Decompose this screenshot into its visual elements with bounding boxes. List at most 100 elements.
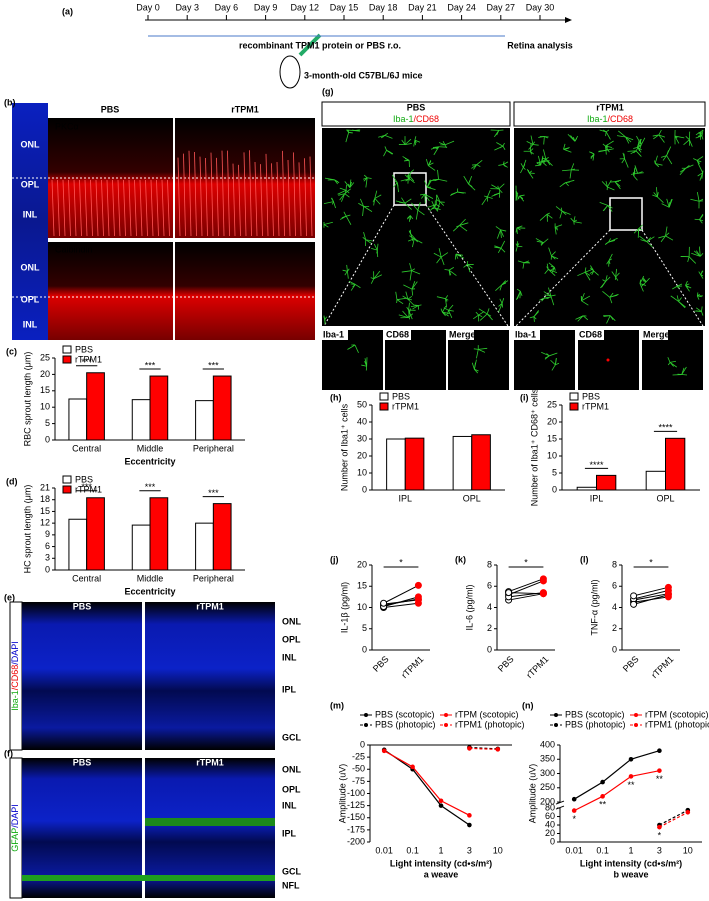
legend-marker <box>364 723 368 727</box>
texture <box>407 174 409 184</box>
texture <box>537 155 542 166</box>
texture <box>550 359 556 366</box>
y-tick-label: 0 <box>362 484 367 494</box>
texture <box>417 202 421 211</box>
pair-line <box>633 593 669 601</box>
texture <box>436 201 441 212</box>
x-axis-label: Eccentricity <box>124 586 175 596</box>
texture <box>691 252 701 257</box>
texture <box>605 145 610 153</box>
texture <box>293 152 296 237</box>
texture <box>633 228 640 234</box>
legend-label: PBS <box>392 391 410 401</box>
micrograph <box>22 602 142 750</box>
texture <box>608 238 611 243</box>
texture <box>609 315 616 321</box>
texture <box>657 196 664 203</box>
texture <box>654 155 658 164</box>
mouse-icon <box>279 55 301 89</box>
texture <box>652 134 659 137</box>
texture <box>602 291 611 298</box>
texture <box>561 210 571 215</box>
texture <box>536 162 541 166</box>
significance: *** <box>208 488 219 498</box>
texture <box>412 238 415 248</box>
texture <box>581 293 585 301</box>
texture <box>363 232 367 240</box>
point <box>438 803 444 808</box>
cd68-spot <box>606 358 610 362</box>
layer-label: NFL <box>282 880 300 890</box>
texture <box>543 158 547 164</box>
texture <box>344 190 347 195</box>
texture <box>361 364 367 367</box>
y-axis-label: RBC sprout length (μm) <box>22 352 32 447</box>
texture <box>287 159 291 237</box>
inset-label: Iba-1 <box>515 329 536 339</box>
texture <box>598 149 607 152</box>
panel-label: (d) <box>6 476 18 486</box>
texture <box>339 187 347 191</box>
texture <box>411 270 421 275</box>
significance: * <box>524 557 528 567</box>
texture <box>467 264 473 269</box>
texture <box>442 311 446 317</box>
texture <box>542 160 550 163</box>
texture <box>608 237 618 243</box>
y-tick-label: 350 <box>540 754 555 764</box>
texture <box>90 179 93 237</box>
texture <box>501 298 505 304</box>
texture <box>391 174 398 183</box>
texture <box>304 158 307 237</box>
texture <box>410 233 417 241</box>
y-tick-label: -150 <box>347 812 365 822</box>
texture <box>528 172 534 179</box>
y-axis-label: HC sprout length (μm) <box>22 485 32 574</box>
legend-swatch <box>62 355 72 364</box>
texture <box>544 136 548 139</box>
texture <box>417 209 425 216</box>
texture <box>401 139 406 145</box>
stain-part: Iba-1 <box>10 690 20 711</box>
texture <box>479 313 488 321</box>
texture <box>602 143 606 147</box>
texture <box>522 159 527 168</box>
texture <box>382 135 386 138</box>
point <box>380 599 388 607</box>
y-tick-label: 21 <box>40 482 50 492</box>
texture <box>393 182 398 188</box>
texture <box>339 193 346 201</box>
texture <box>666 150 669 156</box>
texture <box>365 239 372 244</box>
texture <box>517 245 523 248</box>
texture <box>674 135 680 144</box>
texture <box>341 193 346 202</box>
layer-label: IPL <box>282 684 297 694</box>
texture <box>501 280 506 286</box>
legend-marker <box>634 723 638 727</box>
texture <box>642 277 647 282</box>
texture <box>188 150 192 237</box>
series-line <box>659 811 689 828</box>
texture <box>605 131 607 137</box>
texture <box>600 281 606 289</box>
y-tick-label: 6 <box>487 581 492 591</box>
texture <box>362 206 364 217</box>
point <box>467 746 472 751</box>
micrograph <box>22 758 142 898</box>
texture <box>424 193 434 199</box>
texture <box>450 191 458 196</box>
texture <box>438 142 446 146</box>
layer-label: INL <box>282 652 297 662</box>
texture <box>323 221 333 225</box>
texture <box>698 271 702 275</box>
texture <box>548 287 552 297</box>
texture <box>581 295 591 302</box>
texture <box>484 195 488 198</box>
texture <box>611 271 616 278</box>
x-tick-label: Central <box>72 443 101 453</box>
texture <box>324 319 326 325</box>
texture <box>401 197 406 204</box>
texture <box>341 215 347 219</box>
texture <box>658 134 665 143</box>
